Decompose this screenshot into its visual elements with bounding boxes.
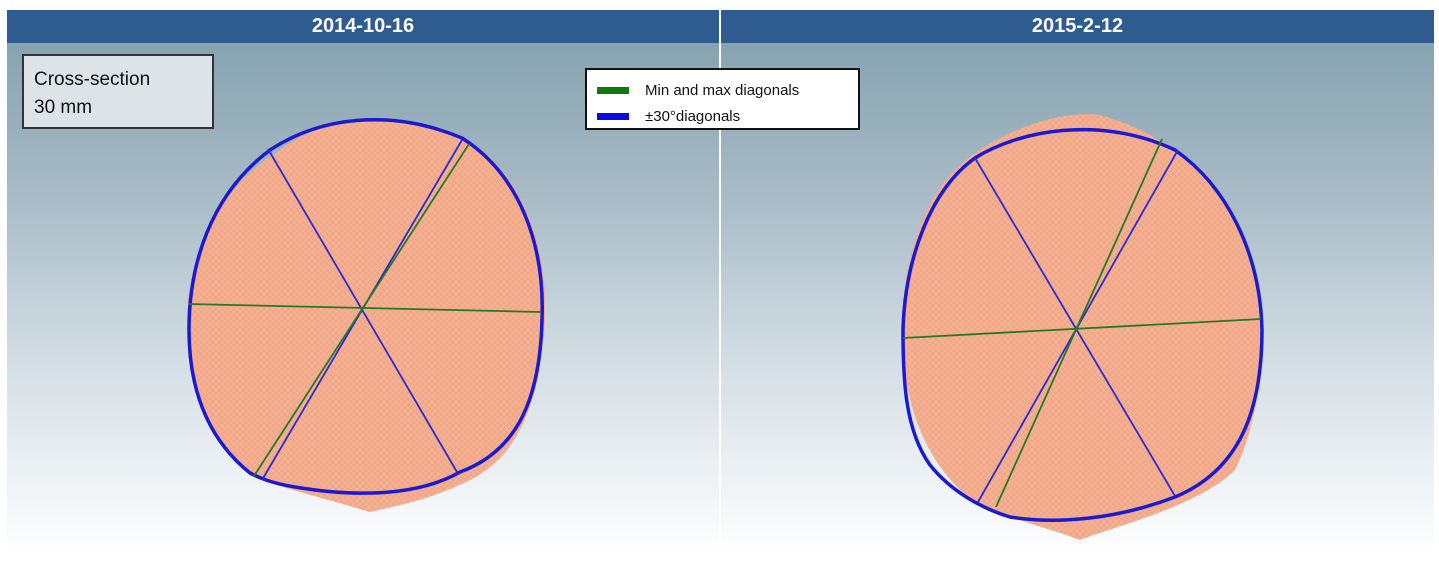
- left-diagonals: [188, 139, 542, 481]
- right-blue-diagonal-1: [974, 157, 1176, 497]
- left-contour-outline: [187, 118, 544, 495]
- legend-item-30deg: ±30°diagonals: [597, 106, 740, 126]
- diagonals-legend: Min and max diagonals ±30°diagonals: [585, 68, 860, 130]
- legend-label-min-max: Min and max diagonals: [645, 81, 800, 99]
- right-panel-date-header: 2015-2-12: [721, 10, 1434, 43]
- right-diagonals: [902, 138, 1262, 508]
- left-green-diagonal-min: [188, 303, 542, 313]
- blue-swatch: [597, 112, 629, 120]
- right-contour-outline: [901, 127, 1264, 522]
- cross-section-annotation-box: Cross-section 30 mm: [22, 54, 214, 129]
- right-mesh-surface: [901, 114, 1261, 540]
- green-swatch: [597, 86, 629, 94]
- cross-section-label: Cross-section: [34, 69, 151, 90]
- legend-label-30deg: ±30°diagonals: [645, 107, 741, 125]
- right-green-diagonal-max: [995, 138, 1163, 508]
- left-panel-date-header: 2014-10-16: [7, 10, 719, 43]
- left-green-diagonal-max: [253, 143, 470, 477]
- legend-item-min-max: Min and max diagonals: [597, 80, 799, 100]
- right-head-mesh: [901, 114, 1261, 540]
- right-green-diagonal-min: [902, 318, 1262, 339]
- cross-section-depth: 30 mm: [34, 97, 93, 118]
